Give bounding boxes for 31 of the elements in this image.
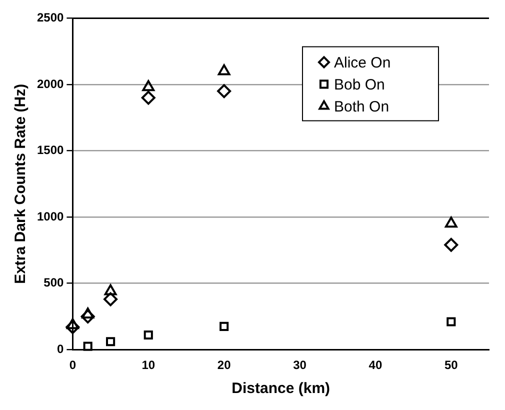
point: [220, 322, 229, 331]
y-tick-label: 1000: [36, 209, 64, 224]
point: [141, 90, 156, 105]
y-tick-label: 500: [44, 276, 64, 290]
legend-label: Alice On: [334, 54, 391, 72]
y-tick-label: 0: [57, 342, 64, 356]
point: [444, 238, 458, 252]
x-tick-label: 10: [142, 358, 156, 372]
y-tick-label: 1500: [36, 143, 64, 158]
point: [104, 292, 118, 306]
x-tick-label: 0: [69, 358, 76, 372]
legend-label: Both On: [334, 98, 390, 116]
point: [80, 309, 95, 324]
point: [217, 84, 232, 98]
point: [83, 342, 92, 351]
y-tick-label: 2000: [36, 76, 64, 91]
point: [106, 337, 116, 346]
x-tick-label: 20: [217, 358, 232, 372]
x-tick-label: 50: [444, 358, 458, 372]
y-tick-label: 2500: [36, 10, 64, 25]
point: [144, 330, 153, 340]
point: [444, 216, 458, 228]
point: [104, 284, 117, 296]
y-axis-title: Extra Dark Counts Rate (Hz): [12, 84, 30, 284]
point: [218, 64, 230, 76]
legend-label: Bob On: [334, 76, 385, 94]
point: [142, 80, 155, 92]
x-tick-label: 30: [293, 358, 307, 372]
point: [446, 317, 456, 326]
x-tick-label: 40: [368, 358, 382, 372]
x-axis-title: Distance (km): [232, 380, 330, 398]
